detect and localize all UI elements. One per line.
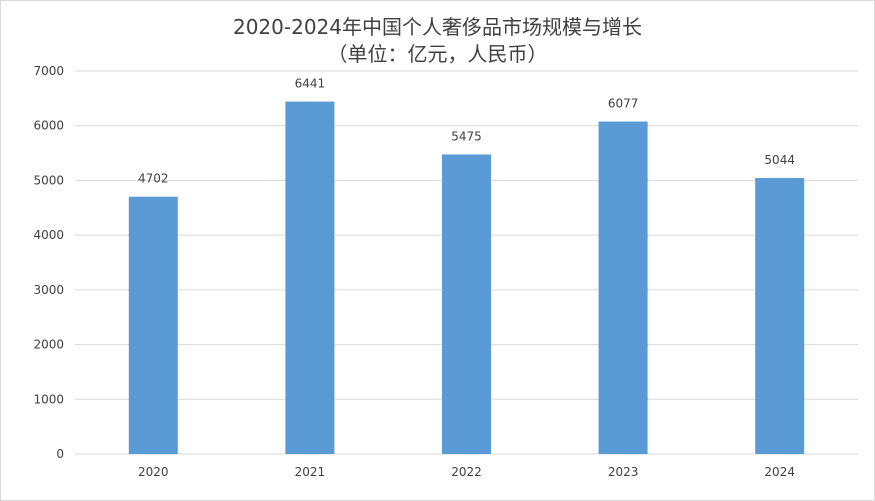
- y-tick-label: 6000: [33, 119, 64, 133]
- y-tick-label: 3000: [33, 283, 64, 297]
- x-axis-ticks: 2020 2021 2022 2023 2024: [138, 465, 795, 479]
- y-tick-label: 2000: [33, 338, 64, 352]
- y-tick-label: 7000: [33, 64, 64, 78]
- y-tick-label: 0: [56, 447, 64, 461]
- data-label: 5044: [764, 153, 795, 167]
- data-label: 6077: [608, 97, 639, 111]
- chart-subtitle: （单位：亿元，人民币）: [327, 42, 548, 66]
- data-labels: 4702 6441 5475 6077 5044: [138, 77, 795, 186]
- data-label: 5475: [451, 129, 482, 143]
- data-label: 6441: [295, 77, 326, 91]
- bar: [442, 154, 491, 455]
- y-axis-ticks: 0 1000 2000 3000 4000 5000 6000 7000: [33, 64, 64, 461]
- bar: [598, 121, 648, 455]
- y-tick-label: 5000: [33, 173, 64, 187]
- y-tick-label: 4000: [33, 228, 64, 242]
- bar: [128, 196, 178, 454]
- bars: [128, 101, 805, 455]
- chart-title: 2020-2024年中国个人奢侈品市场规模与增长: [232, 15, 642, 39]
- bar: [285, 101, 335, 454]
- bar: [755, 178, 805, 454]
- x-tick-label: 2024: [764, 465, 795, 479]
- data-label: 4702: [138, 172, 169, 186]
- x-tick-label: 2020: [138, 465, 169, 479]
- x-tick-label: 2021: [295, 465, 326, 479]
- x-tick-label: 2022: [451, 465, 482, 479]
- x-tick-label: 2023: [608, 465, 639, 479]
- y-tick-label: 1000: [33, 392, 64, 406]
